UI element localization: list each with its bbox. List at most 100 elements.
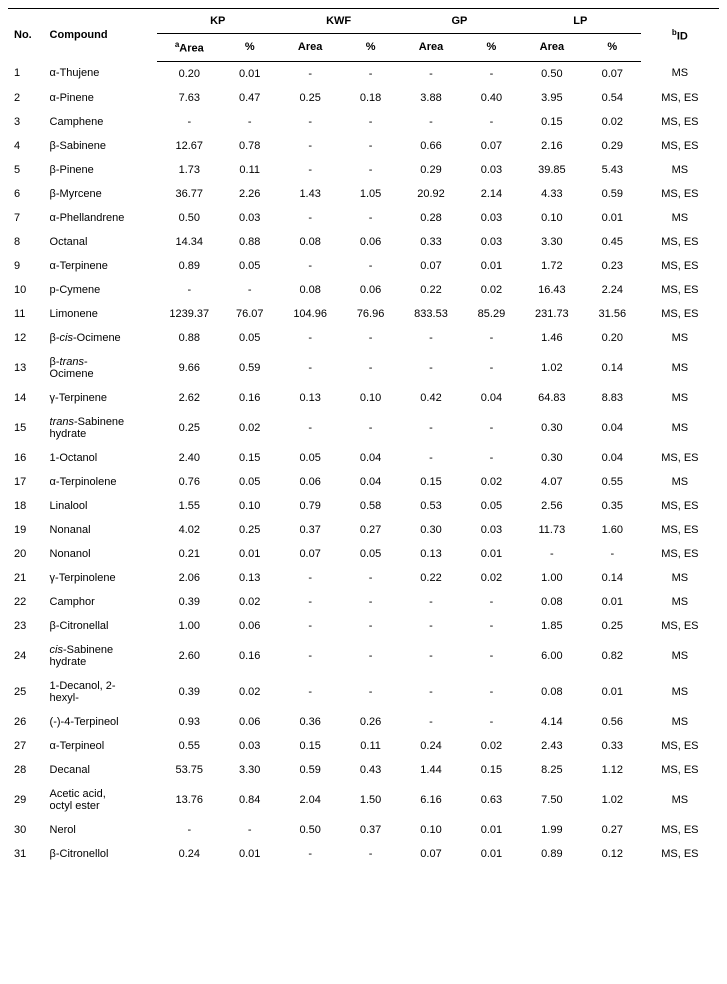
cell-lp-area: 0.30 xyxy=(520,446,584,470)
cell-lp-area: 11.73 xyxy=(520,518,584,542)
cell-kp-pct: 0.84 xyxy=(221,782,278,818)
table-row: 15trans-Sabinenehydrate0.250.02----0.300… xyxy=(8,410,719,446)
cell-no: 14 xyxy=(8,386,44,410)
cell-kp-area: 1.55 xyxy=(157,494,221,518)
cell-lp-area: 4.33 xyxy=(520,182,584,206)
cell-kwf-pct: 1.50 xyxy=(342,782,399,818)
cell-compound: Decanal xyxy=(44,758,158,782)
cell-compound: Nonanal xyxy=(44,518,158,542)
cell-kp-pct: 0.88 xyxy=(221,230,278,254)
header-kwf-pct: % xyxy=(342,34,399,62)
cell-compound: α-Pinene xyxy=(44,86,158,110)
cell-kp-pct: 76.07 xyxy=(221,302,278,326)
cell-kp-pct: 3.30 xyxy=(221,758,278,782)
cell-kp-pct: 0.13 xyxy=(221,566,278,590)
cell-kp-area: 2.60 xyxy=(157,638,221,674)
cell-kp-area: 0.55 xyxy=(157,734,221,758)
cell-no: 23 xyxy=(8,614,44,638)
cell-no: 9 xyxy=(8,254,44,278)
cell-kwf-pct: - xyxy=(342,254,399,278)
cell-lp-pct: 0.29 xyxy=(584,134,641,158)
cell-id: MS, ES xyxy=(641,842,719,866)
cell-lp-area: 0.08 xyxy=(520,590,584,614)
cell-kwf-pct: - xyxy=(342,350,399,386)
cell-kp-area: 36.77 xyxy=(157,182,221,206)
cell-gp-pct: 0.03 xyxy=(463,518,520,542)
header-id: bID xyxy=(641,9,719,62)
cell-compound: Camphene xyxy=(44,110,158,134)
cell-gp-pct: 0.05 xyxy=(463,494,520,518)
cell-id: MS xyxy=(641,638,719,674)
table-row: 9α-Terpinene0.890.05--0.070.011.720.23MS… xyxy=(8,254,719,278)
table-row: 1α-Thujene0.200.01----0.500.07MS xyxy=(8,61,719,86)
cell-compound: γ-Terpinolene xyxy=(44,566,158,590)
cell-kp-pct: 0.02 xyxy=(221,410,278,446)
cell-kwf-pct: - xyxy=(342,61,399,86)
cell-kwf-pct: - xyxy=(342,614,399,638)
cell-id: MS, ES xyxy=(641,134,719,158)
header-lp-pct: % xyxy=(584,34,641,62)
cell-id: MS, ES xyxy=(641,734,719,758)
cell-kp-area: 0.39 xyxy=(157,590,221,614)
cell-no: 31 xyxy=(8,842,44,866)
cell-kwf-area: - xyxy=(278,842,342,866)
cell-compound: α-Phellandrene xyxy=(44,206,158,230)
cell-gp-pct: - xyxy=(463,326,520,350)
cell-kwf-pct: 0.11 xyxy=(342,734,399,758)
cell-kp-area: - xyxy=(157,278,221,302)
cell-gp-area: - xyxy=(399,61,463,86)
cell-kp-pct: 2.26 xyxy=(221,182,278,206)
cell-kp-area: 0.25 xyxy=(157,410,221,446)
cell-kwf-pct: 0.04 xyxy=(342,446,399,470)
table-row: 2α-Pinene7.630.470.250.183.880.403.950.5… xyxy=(8,86,719,110)
cell-kwf-area: 0.59 xyxy=(278,758,342,782)
cell-id: MS xyxy=(641,470,719,494)
cell-no: 25 xyxy=(8,674,44,710)
cell-lp-area: 1.46 xyxy=(520,326,584,350)
cell-kwf-area: 0.15 xyxy=(278,734,342,758)
cell-kwf-area: 0.08 xyxy=(278,230,342,254)
cell-kwf-area: 0.37 xyxy=(278,518,342,542)
cell-lp-area: 0.89 xyxy=(520,842,584,866)
header-lp-area: Area xyxy=(520,34,584,62)
cell-lp-pct: 1.12 xyxy=(584,758,641,782)
cell-gp-area: 0.10 xyxy=(399,818,463,842)
cell-compound: β-Pinene xyxy=(44,158,158,182)
cell-gp-pct: 0.02 xyxy=(463,470,520,494)
cell-gp-area: 0.29 xyxy=(399,158,463,182)
cell-gp-pct: - xyxy=(463,410,520,446)
cell-gp-area: - xyxy=(399,350,463,386)
cell-no: 29 xyxy=(8,782,44,818)
compounds-table: No. Compound KP KWF GP LP bID aArea % Ar… xyxy=(8,8,719,866)
table-row: 24cis-Sabinenehydrate2.600.16----6.000.8… xyxy=(8,638,719,674)
cell-no: 30 xyxy=(8,818,44,842)
cell-id: MS, ES xyxy=(641,542,719,566)
cell-compound: Linalool xyxy=(44,494,158,518)
cell-lp-pct: 0.25 xyxy=(584,614,641,638)
cell-no: 17 xyxy=(8,470,44,494)
cell-gp-pct: 0.01 xyxy=(463,818,520,842)
cell-kwf-area: - xyxy=(278,134,342,158)
cell-no: 21 xyxy=(8,566,44,590)
cell-lp-area: 16.43 xyxy=(520,278,584,302)
cell-lp-area: 1.00 xyxy=(520,566,584,590)
cell-gp-pct: 0.63 xyxy=(463,782,520,818)
cell-compound: β-trans-Ocimene xyxy=(44,350,158,386)
cell-compound: β-Sabinene xyxy=(44,134,158,158)
cell-id: MS xyxy=(641,386,719,410)
cell-kwf-area: - xyxy=(278,206,342,230)
cell-id: MS xyxy=(641,710,719,734)
header-lp: LP xyxy=(520,9,641,34)
cell-gp-pct: - xyxy=(463,638,520,674)
cell-compound: 1-Decanol, 2-hexyl- xyxy=(44,674,158,710)
cell-lp-area: 4.07 xyxy=(520,470,584,494)
cell-lp-pct: 0.14 xyxy=(584,350,641,386)
cell-kp-area: 1239.37 xyxy=(157,302,221,326)
header-kwf-area: Area xyxy=(278,34,342,62)
cell-kwf-area: - xyxy=(278,674,342,710)
cell-gp-area: 0.15 xyxy=(399,470,463,494)
cell-lp-pct: 0.27 xyxy=(584,818,641,842)
cell-lp-pct: 0.14 xyxy=(584,566,641,590)
cell-kwf-pct: 0.10 xyxy=(342,386,399,410)
cell-no: 15 xyxy=(8,410,44,446)
